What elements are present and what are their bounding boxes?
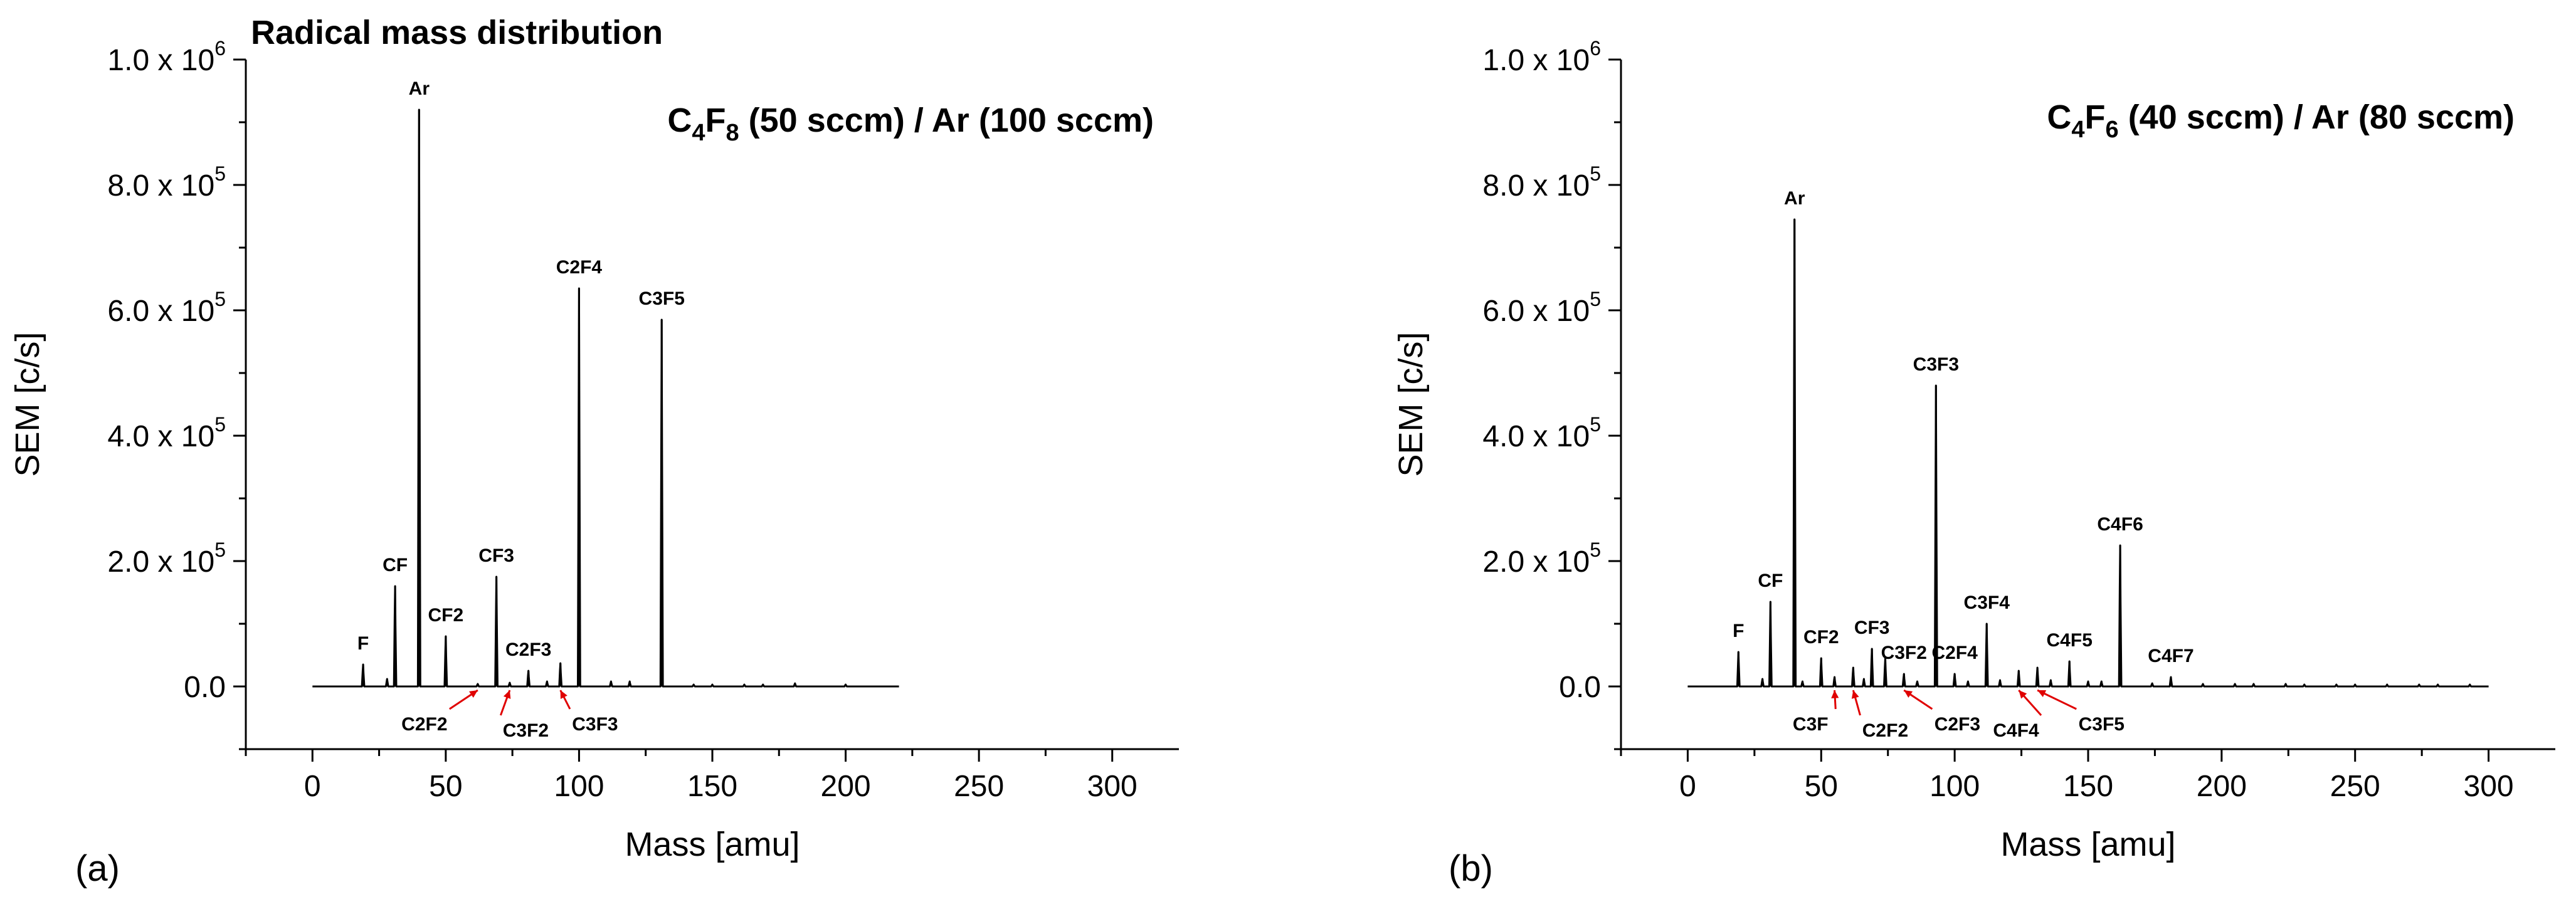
y-tick-label: 0.0	[1559, 671, 1601, 704]
annotation-arrowhead	[560, 690, 567, 699]
peak-label-below: C3F	[1793, 714, 1829, 735]
peak-label: CF3	[1854, 617, 1890, 638]
spectrum-trace	[312, 108, 899, 688]
x-tick-label: 50	[1805, 770, 1838, 803]
peak-label: CF2	[1803, 627, 1839, 648]
x-tick-label: 100	[1929, 770, 1980, 803]
annotation-arrowhead	[503, 690, 511, 699]
peak-label: C4F5	[2047, 630, 2093, 651]
peak-label: Ar	[409, 78, 430, 99]
chart-title: Radical mass distribution	[251, 14, 663, 51]
y-tick-label: 8.0 x 105	[107, 162, 226, 202]
annotation-arrowhead	[1904, 690, 1913, 698]
x-tick-label: 200	[2197, 770, 2247, 803]
y-tick-label: 1.0 x 106	[1482, 37, 1601, 77]
annotation-arrowhead	[2019, 690, 2027, 699]
peak-label: CF	[1758, 570, 1783, 591]
x-tick-label: 250	[2330, 770, 2380, 803]
x-tick-label: 150	[2063, 770, 2113, 803]
annotation-arrowhead	[1831, 690, 1839, 698]
panel-b-label: (b)	[1449, 848, 1493, 889]
y-tick-label: 8.0 x 105	[1482, 162, 1601, 202]
peak-label: C2F4	[1931, 643, 1978, 663]
peak-label: C3F4	[1964, 592, 2010, 613]
y-tick-label: 4.0 x 105	[1482, 413, 1601, 453]
x-tick-label: 0	[1679, 770, 1696, 803]
annotation-arrowhead	[1851, 690, 1859, 699]
peak-label: CF3	[478, 545, 514, 566]
chart-panel-a: 0 50 100 150 200 250 300 0.0 2.0 x 105 4.0 x 105 6…	[9, 14, 1179, 863]
y-tick-label: 1.0 x 106	[107, 37, 226, 77]
peak-label: C3F2	[1881, 643, 1927, 663]
y-tick-label: 6.0 x 105	[107, 288, 226, 328]
x-tick-label: 300	[2464, 770, 2514, 803]
x-tick-label: 150	[687, 770, 737, 803]
peak-label-below: C3F3	[572, 714, 618, 735]
peak-label-below: C2F3	[1935, 714, 1980, 735]
x-tick-label: 0	[304, 770, 321, 803]
annotation-arrowhead	[469, 690, 478, 698]
peak-label: Ar	[1784, 188, 1805, 209]
peak-label: C4F7	[2148, 646, 2193, 666]
y-axis-title: SEM [c/s]	[9, 332, 46, 476]
x-tick-label: 250	[954, 770, 1004, 803]
peak-label-below: C4F4	[1993, 720, 2039, 741]
x-tick-label: 100	[554, 770, 604, 803]
x-axis-title: Mass [amu]	[625, 826, 800, 863]
peak-label: CF2	[428, 605, 464, 626]
spectrum-trace	[1687, 218, 2489, 688]
y-tick-label: 4.0 x 105	[107, 413, 226, 453]
condition-label: C4F8 (50 sccm) / Ar (100 sccm)	[667, 102, 1154, 146]
chart-panel-b: 0 50 100 150 200 250 300 0.0 2.0 x 105 4.0 x 105 6…	[1392, 37, 2555, 863]
peak-label-below: C2F2	[1862, 720, 1908, 741]
annotation-arrowhead	[2037, 690, 2047, 697]
y-tick-label: 2.0 x 105	[1482, 539, 1601, 579]
peak-label-below: C3F2	[503, 720, 549, 741]
x-tick-label: 200	[821, 770, 871, 803]
y-tick-label: 2.0 x 105	[107, 539, 226, 579]
peak-label-below: C3F5	[2079, 714, 2125, 735]
y-tick-label: 6.0 x 105	[1482, 288, 1601, 328]
y-axis-title: SEM [c/s]	[1392, 332, 1430, 476]
peak-label: C2F3	[505, 639, 551, 660]
x-tick-label: 50	[429, 770, 462, 803]
peak-label: C4F6	[2097, 514, 2143, 535]
peak-label: F	[1733, 621, 1744, 641]
peak-label: CF	[383, 555, 408, 575]
x-tick-label: 300	[1087, 770, 1138, 803]
peak-label: C3F3	[1913, 354, 1959, 375]
peak-label-below: C2F2	[401, 714, 447, 735]
x-axis-title: Mass [amu]	[2000, 826, 2175, 863]
condition-label: C4F6 (40 sccm) / Ar (80 sccm)	[2047, 98, 2515, 143]
peak-label: C2F4	[556, 257, 603, 278]
y-tick-label: 0.0	[184, 671, 226, 704]
peak-label: F	[357, 633, 369, 654]
panel-a-label: (a)	[75, 848, 120, 889]
peak-label: C3F5	[639, 288, 685, 309]
